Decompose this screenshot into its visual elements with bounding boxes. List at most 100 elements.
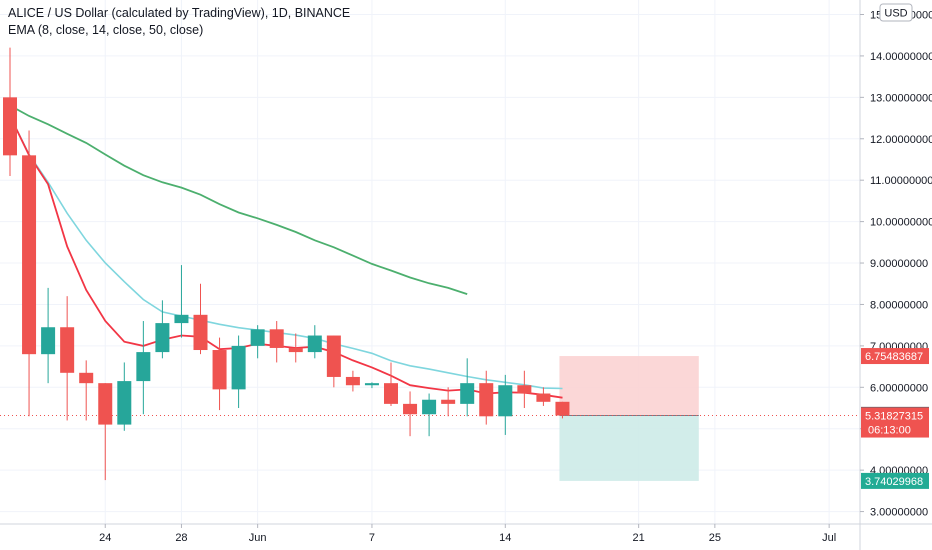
- candle: [288, 333, 303, 363]
- candle: [498, 374, 513, 435]
- price-tick-label: 11.00000000: [870, 175, 932, 187]
- candle: [155, 300, 170, 359]
- take-profit-zone: [559, 415, 699, 481]
- candle: [384, 362, 398, 406]
- candle-body: [326, 335, 341, 377]
- symbol-title: ALICE / US Dollar (calculated by Trading…: [8, 6, 351, 20]
- candle: [250, 325, 265, 359]
- candle-body: [288, 347, 303, 353]
- candlesticks: [3, 47, 570, 481]
- time-axis[interactable]: 24 28 Jun 7 14 21 25 Jul: [99, 524, 836, 544]
- candle: [231, 335, 246, 409]
- candle-body: [536, 393, 551, 402]
- candle: [345, 370, 360, 392]
- time-tick-label: 25: [709, 532, 721, 544]
- ema-8-line: [9, 115, 563, 399]
- candle: [174, 265, 189, 338]
- candle: [479, 370, 494, 425]
- price-tag-countdown: 06:13:00: [868, 425, 911, 437]
- candle: [117, 362, 132, 431]
- price-tick-label: 6.00000000: [870, 382, 928, 394]
- candle: [212, 337, 227, 411]
- candle-body: [422, 399, 437, 415]
- price-tag: 5.31827315 06:13:00: [861, 407, 929, 438]
- candle-body: [269, 329, 284, 348]
- candle: [136, 321, 151, 415]
- stop-loss-zone: [559, 356, 699, 416]
- candle: [403, 391, 418, 437]
- time-tick-label: 24: [99, 532, 111, 544]
- candle: [326, 335, 341, 388]
- candle-body: [384, 383, 398, 404]
- candle: [307, 325, 322, 359]
- candle: [41, 287, 56, 384]
- ema-14-line: [9, 115, 563, 390]
- candle-body: [41, 327, 56, 355]
- candle: [79, 360, 94, 421]
- candle-body: [98, 383, 113, 425]
- candle: [22, 130, 37, 417]
- currency-label: USD: [884, 8, 907, 20]
- position-zones[interactable]: [559, 356, 699, 481]
- price-tag-box: [861, 472, 929, 489]
- price-tick-label: 14.00000000: [870, 51, 932, 63]
- candle-body: [345, 376, 360, 386]
- price-tick-label: 12.00000000: [870, 134, 932, 146]
- candle-body: [479, 383, 494, 417]
- candle: [193, 283, 208, 355]
- price-tick-label: 13.00000000: [870, 92, 932, 104]
- candle-body: [212, 350, 227, 390]
- price-tag-value: 5.31827315: [865, 411, 923, 423]
- currency-badge[interactable]: USD: [879, 3, 913, 22]
- time-tick-label: 7: [369, 532, 375, 544]
- indicator-legend: EMA (8, close, 14, close, 50, close): [8, 23, 204, 37]
- candle-body: [60, 327, 75, 373]
- candle-body: [441, 399, 456, 404]
- price-tick-label: 10.00000000: [870, 217, 932, 229]
- price-tag-box: [861, 348, 929, 365]
- candle-body: [231, 345, 246, 390]
- candle: [460, 358, 475, 417]
- candle: [422, 393, 437, 437]
- candle-body: [555, 401, 570, 416]
- candle: [3, 47, 17, 177]
- price-tag-value: 3.74029968: [865, 476, 923, 488]
- candle: [517, 370, 532, 409]
- price-tick-label: 9.00000000: [870, 258, 928, 270]
- candle-body: [3, 97, 17, 156]
- price-tag-value: 6.75483687: [865, 351, 923, 363]
- candle-body: [193, 314, 208, 351]
- candle-body: [136, 352, 151, 382]
- time-tick-label: 21: [633, 532, 645, 544]
- price-tag: 3.74029968: [861, 472, 929, 489]
- candle-body: [364, 383, 379, 386]
- candle-body: [403, 403, 418, 415]
- candle-body: [460, 383, 475, 404]
- candle-body: [117, 381, 132, 425]
- price-tag: 6.75483687: [861, 348, 929, 365]
- candle: [269, 321, 284, 363]
- candle-body: [307, 335, 322, 353]
- candle-body: [174, 314, 189, 324]
- candle: [60, 296, 75, 421]
- chart-grid: [0, 0, 860, 524]
- candle: [441, 387, 456, 417]
- candle: [536, 387, 551, 406]
- price-axis[interactable]: 3.000000004.000000005.000000006.00000000…: [860, 9, 932, 519]
- time-tick-label: Jun: [249, 532, 267, 544]
- candle-body: [22, 155, 37, 355]
- candle: [98, 383, 113, 481]
- time-tick-label: 28: [175, 532, 187, 544]
- price-tick-label: 3.00000000: [870, 507, 928, 519]
- time-tick-label: 14: [499, 532, 511, 544]
- candle-body: [79, 372, 94, 384]
- time-tick-label: Jul: [822, 532, 836, 544]
- price-tag-box: [861, 407, 929, 438]
- ema-50-line: [9, 104, 468, 295]
- price-tags: 6.754836875.334946165.3182731506:13:003.…: [861, 348, 929, 489]
- candle-body: [498, 385, 513, 417]
- candle: [364, 382, 379, 389]
- ema-lines: [9, 104, 563, 399]
- price-tick-label: 8.00000000: [870, 299, 928, 311]
